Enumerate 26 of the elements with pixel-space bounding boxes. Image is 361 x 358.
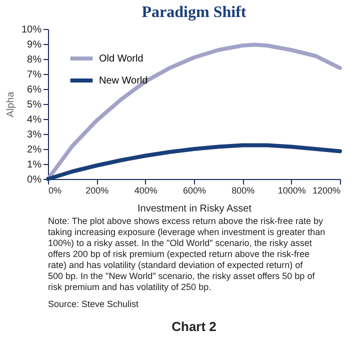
x-tick-label: 0% (48, 186, 62, 196)
x-tick-label: 1200% (312, 186, 340, 196)
x-tick-label: 200% (86, 186, 109, 196)
y-tick-label: 4% (27, 114, 42, 126)
y-tick-label: 0% (27, 174, 42, 186)
caption: Chart 2 (172, 319, 216, 334)
y-tick-label: 3% (27, 130, 42, 140)
y-tick-label: 6% (27, 84, 42, 96)
y-tick-label: 2% (27, 144, 42, 156)
x-tick-label: 400% (134, 186, 158, 196)
y-tick-label: 1% (27, 160, 42, 170)
x-axis-title: Investment in Risky Asset (138, 204, 252, 214)
x-tick-label: 600% (182, 186, 206, 196)
text: Note: The plot above shows excess return above the risk-free rate by taking increasing exposure (leverage when investment is greater than 100%) to a risky asset. In the "Old World" scenario, the risky asset offers 200 bp of risk premium (expected return above the risk-free rate) and has volatility (standard deviation of expected return) of 500 bp. In the "New World" scenario, the risky asset offers 50 bp of risk premium and has volatility of 250 bp. (48, 216, 326, 292)
y-tick-label: 9% (27, 40, 42, 50)
y-tick-label: 8% (27, 54, 42, 66)
y-axis-title: Alpha (5, 91, 16, 118)
legend-label: Old World (99, 54, 144, 64)
y-tick-label: 10% (21, 24, 42, 36)
y-tick-label: 5% (27, 100, 42, 110)
legend-label: New World (99, 76, 148, 86)
source-note: Source: Steve Schulist (48, 299, 140, 309)
x-tick-label: 1000% (278, 186, 306, 196)
chart-title: Paradigm Shift (142, 4, 247, 21)
x-tick-label: 800% (232, 186, 255, 196)
y-tick-label: 7% (27, 70, 42, 80)
